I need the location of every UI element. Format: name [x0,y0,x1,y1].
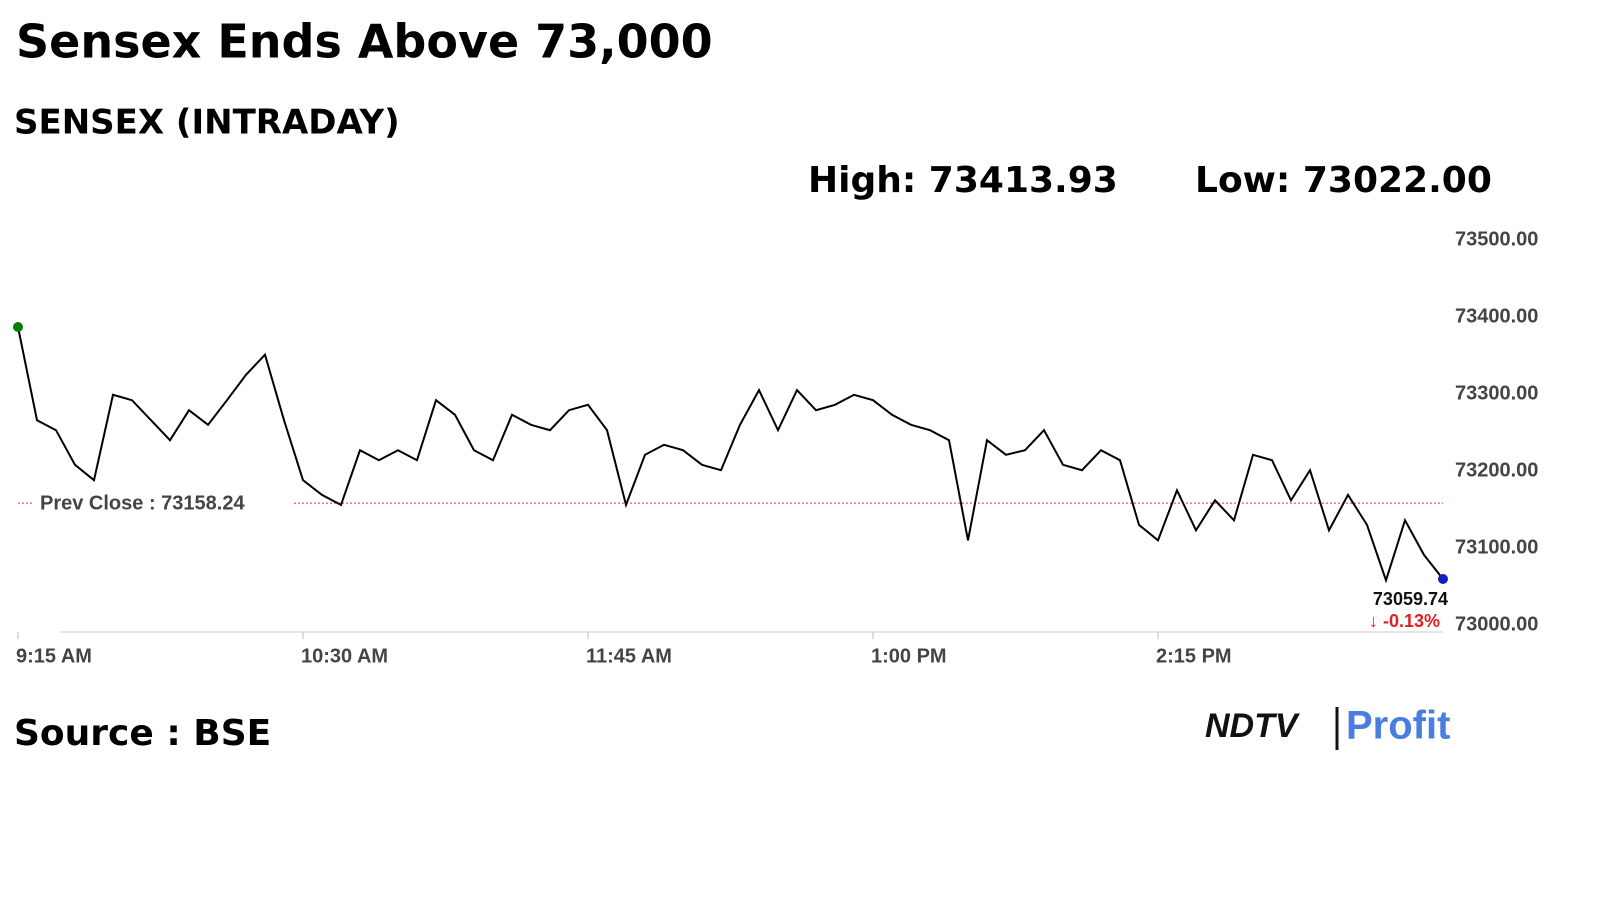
prev-close-label: Prev Close : 73158.24 [40,492,245,514]
y-tick-label: 73200.00 [1455,459,1538,481]
last-dot [1438,574,1448,585]
last-value-label: 73059.74 [1373,589,1448,609]
y-tick-label: 73400.00 [1455,305,1538,327]
open-dot [13,322,23,333]
source: Source : BSE [14,713,271,754]
prev-close-bg [34,490,294,517]
price-line [17,326,1444,584]
change-label: ↓ -0.13% [1369,611,1440,631]
x-tick-label: 9:15 AM [16,645,92,667]
logo-ndtv: NDTV [1205,707,1301,745]
x-tick-label: 2:15 PM [1156,645,1232,667]
y-tick-label: 73500.00 [1455,228,1538,250]
x-tick-label: 10:30 AM [301,645,388,667]
high-label: High: 73413.93 [808,160,1118,201]
low-label: Low: 73022.00 [1195,160,1492,201]
x-tick-label: 1:00 PM [871,645,947,667]
logo-profit: Profit [1346,704,1450,748]
chart-title: Sensex Ends Above 73,000 [16,15,713,69]
y-tick-label: 73300.00 [1455,382,1538,404]
chart-subtitle: SENSEX (INTRADAY) [14,103,400,143]
y-tick-label: 73100.00 [1455,536,1538,558]
y-tick-label: 73000.00 [1455,613,1538,635]
x-tick-label: 11:45 AM [586,645,672,667]
